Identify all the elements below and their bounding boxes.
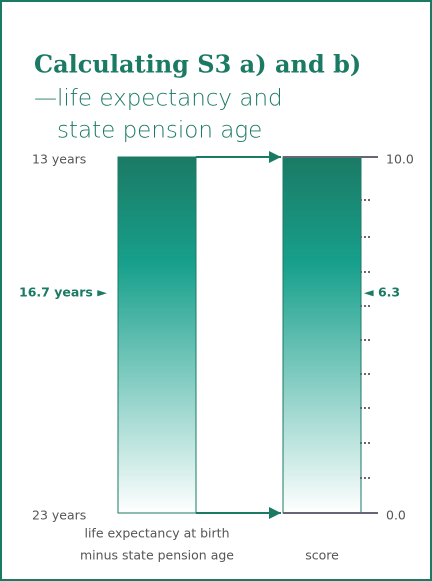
right-marker: ◄ 6.3 [364, 285, 400, 300]
right-bar [282, 156, 362, 514]
caption: score [305, 548, 339, 563]
dotted-ticks [360, 199, 372, 479]
right-top: 10.0 [386, 152, 414, 167]
subtitle: —life expectancy and [34, 86, 283, 112]
right-bottom: 0.0 [386, 508, 406, 523]
title: Calculating S3 a) and b) [34, 50, 361, 79]
caption: minus state pension age [80, 548, 234, 563]
caption: life expectancy at birth [84, 526, 229, 541]
left-bar [117, 156, 197, 514]
left-bottom: 23 years [32, 508, 86, 523]
subtitle: state pension age [57, 118, 262, 144]
left-top: 13 years [32, 152, 86, 167]
left-marker: 16.7 years ► [19, 285, 107, 300]
